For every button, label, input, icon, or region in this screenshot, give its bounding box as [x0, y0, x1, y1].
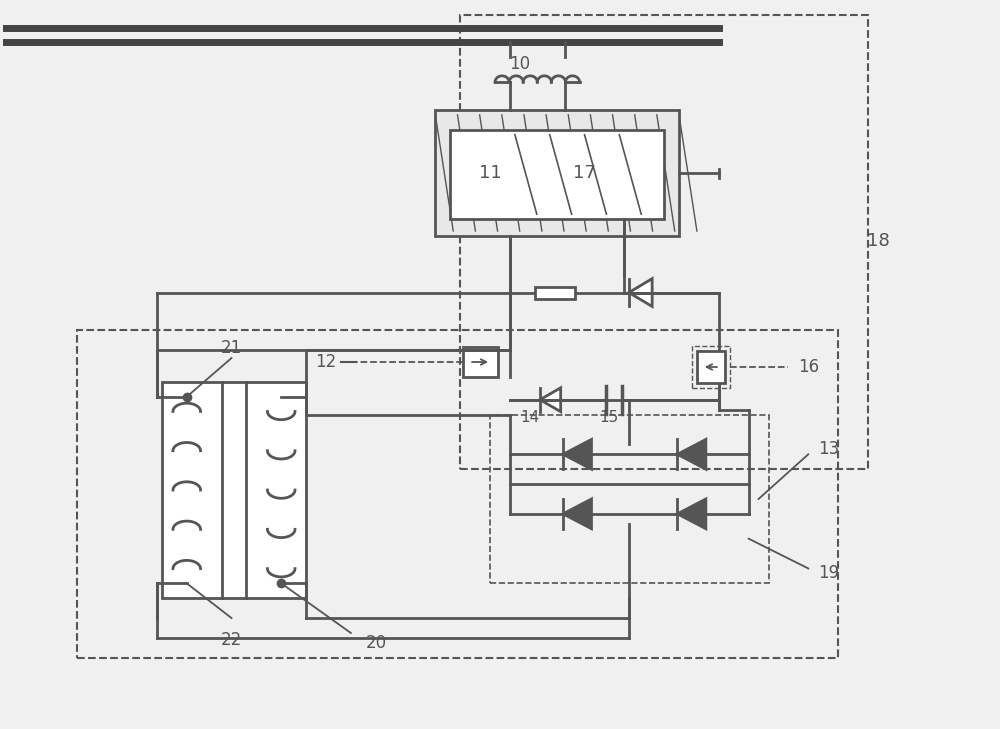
Text: 13: 13 — [818, 440, 839, 459]
Bar — [77, 330, 838, 658]
Bar — [450, 130, 664, 219]
Text: 21: 21 — [221, 339, 242, 357]
Text: 22: 22 — [221, 631, 242, 649]
Polygon shape — [677, 440, 706, 469]
Bar — [692, 346, 730, 388]
Bar — [162, 382, 306, 599]
Bar — [435, 110, 679, 236]
Bar — [460, 15, 868, 469]
Polygon shape — [563, 499, 591, 529]
Text: 17: 17 — [573, 165, 596, 182]
Text: 16: 16 — [798, 358, 819, 376]
Text: 18: 18 — [867, 232, 889, 250]
Text: 14: 14 — [520, 410, 539, 425]
Bar — [490, 415, 768, 583]
Polygon shape — [563, 440, 591, 469]
Text: 12: 12 — [315, 353, 336, 371]
Bar — [535, 286, 575, 298]
Polygon shape — [677, 499, 706, 529]
Polygon shape — [629, 278, 652, 306]
Text: 15: 15 — [600, 410, 619, 425]
Text: 11: 11 — [479, 165, 501, 182]
Text: 19: 19 — [818, 564, 839, 582]
Polygon shape — [540, 388, 561, 412]
Text: 20: 20 — [366, 634, 387, 652]
Text: 10: 10 — [509, 55, 530, 74]
Bar — [697, 351, 725, 383]
Bar — [463, 347, 498, 377]
